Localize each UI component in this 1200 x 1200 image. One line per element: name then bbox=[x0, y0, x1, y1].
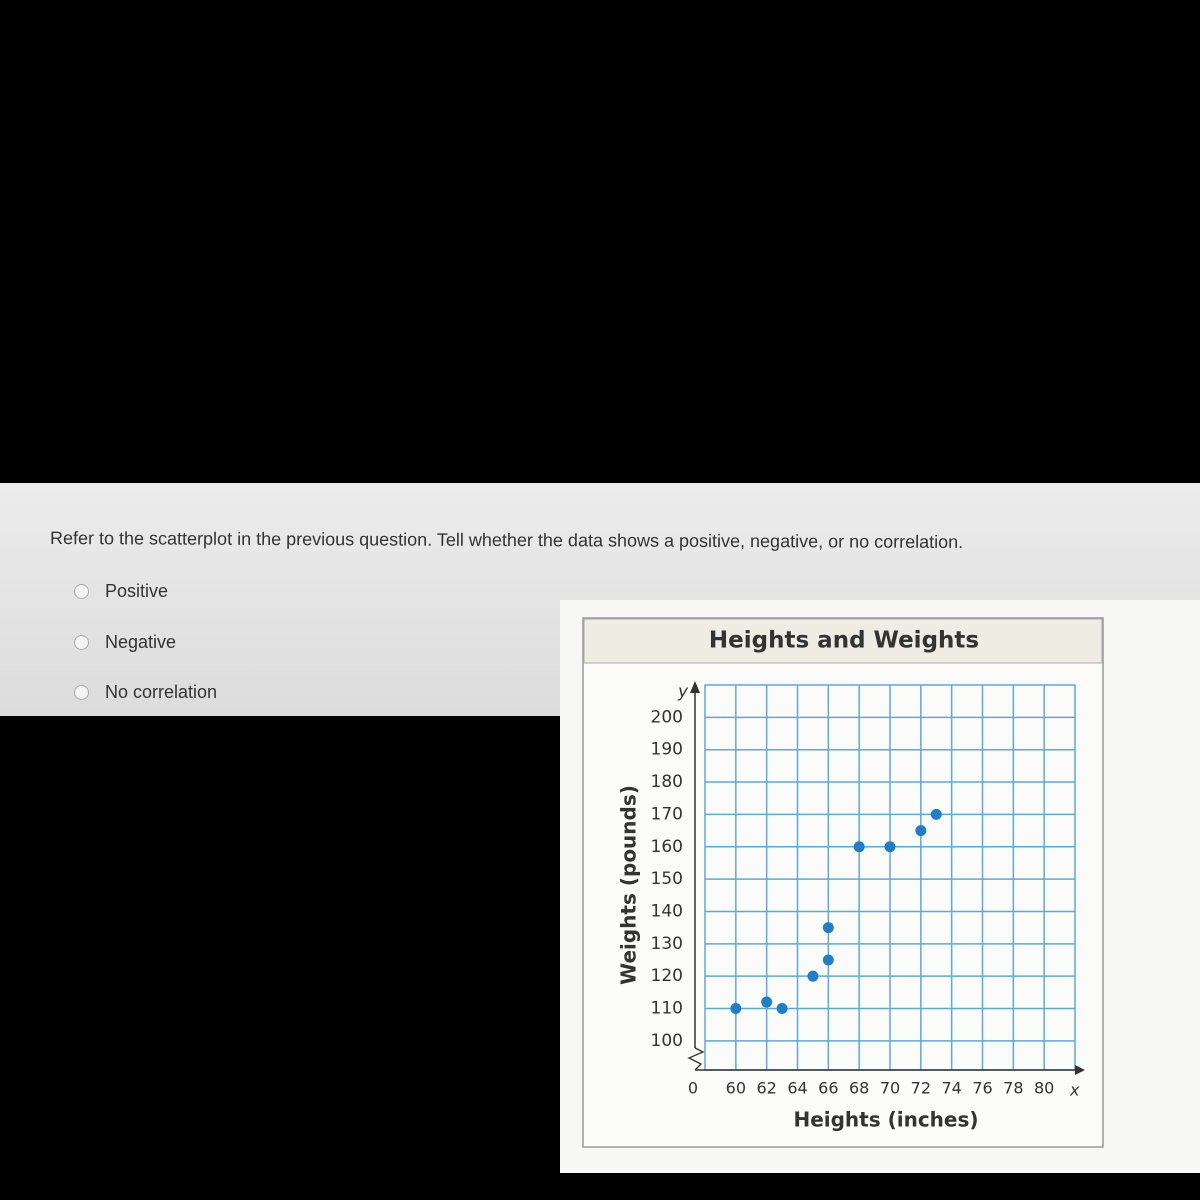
scatter-point bbox=[930, 808, 942, 820]
x-axis-letter: x bbox=[1069, 1081, 1080, 1100]
scatter-point bbox=[822, 954, 834, 966]
chart-title: Heights and Weights bbox=[709, 628, 979, 654]
y-tick-label: 110 bbox=[651, 999, 683, 1019]
option-label[interactable]: Positive bbox=[105, 581, 169, 601]
x-tick-label: 80 bbox=[1034, 1079, 1054, 1098]
origin-label: 0 bbox=[688, 1079, 698, 1098]
x-tick-label: 78 bbox=[1003, 1079, 1023, 1098]
chart: Heights and Weights Heights (inches) Wei… bbox=[582, 617, 1104, 1148]
y-tick-label: 190 bbox=[651, 740, 683, 760]
y-tick-label: 180 bbox=[651, 772, 683, 792]
option-label[interactable]: Negative bbox=[105, 632, 177, 652]
y-axis-label: Weights (pounds) bbox=[617, 785, 641, 985]
x-tick-label: 66 bbox=[818, 1079, 838, 1098]
scatter-point bbox=[761, 996, 773, 1008]
title-band bbox=[583, 618, 1103, 664]
chart-image: Heights and Weights Heights (inches) Wei… bbox=[560, 600, 1200, 1173]
x-tick-label: 76 bbox=[972, 1079, 992, 1098]
scatter-point bbox=[884, 841, 896, 853]
y-tick-label: 120 bbox=[651, 966, 683, 986]
x-tick-label: 70 bbox=[880, 1079, 900, 1098]
scatter-point bbox=[915, 825, 927, 837]
y-axis-letter: y bbox=[677, 682, 689, 702]
scatter-point bbox=[730, 1003, 742, 1015]
x-tick-label: 62 bbox=[756, 1079, 776, 1098]
x-arrow bbox=[1075, 1065, 1085, 1075]
y-tick-label: 170 bbox=[651, 804, 683, 824]
question-text: Refer to the scatterplot in the previous… bbox=[49, 528, 964, 552]
x-tick-label: 60 bbox=[726, 1079, 746, 1098]
scatter-point bbox=[807, 970, 819, 982]
y-tick-label: 200 bbox=[651, 707, 683, 727]
y-tick-label: 160 bbox=[651, 837, 683, 857]
y-tick-label: 130 bbox=[651, 934, 683, 954]
x-tick-label: 72 bbox=[911, 1079, 931, 1098]
radio[interactable] bbox=[74, 584, 89, 599]
scatter-point bbox=[853, 841, 865, 853]
x-axis-label: Heights (inches) bbox=[793, 1108, 978, 1132]
x-tick-label: 74 bbox=[941, 1079, 961, 1098]
option[interactable]: Positive bbox=[74, 581, 168, 602]
radio[interactable] bbox=[74, 685, 89, 700]
scatter-point bbox=[776, 1003, 788, 1015]
radio[interactable] bbox=[74, 635, 89, 650]
y-tick-label: 150 bbox=[651, 869, 683, 889]
axis-break bbox=[687, 1047, 705, 1071]
chart-frame bbox=[582, 617, 1104, 1148]
x-tick-label: 64 bbox=[787, 1079, 807, 1098]
scatter-point bbox=[822, 922, 834, 934]
y-tick-label: 140 bbox=[651, 901, 683, 921]
option-label[interactable]: No correlation bbox=[105, 682, 218, 702]
option[interactable]: No correlation bbox=[74, 682, 217, 703]
x-tick-label: 68 bbox=[849, 1079, 869, 1098]
y-arrow bbox=[690, 681, 700, 693]
y-tick-label: 100 bbox=[651, 1031, 683, 1051]
option[interactable]: Negative bbox=[74, 632, 176, 653]
